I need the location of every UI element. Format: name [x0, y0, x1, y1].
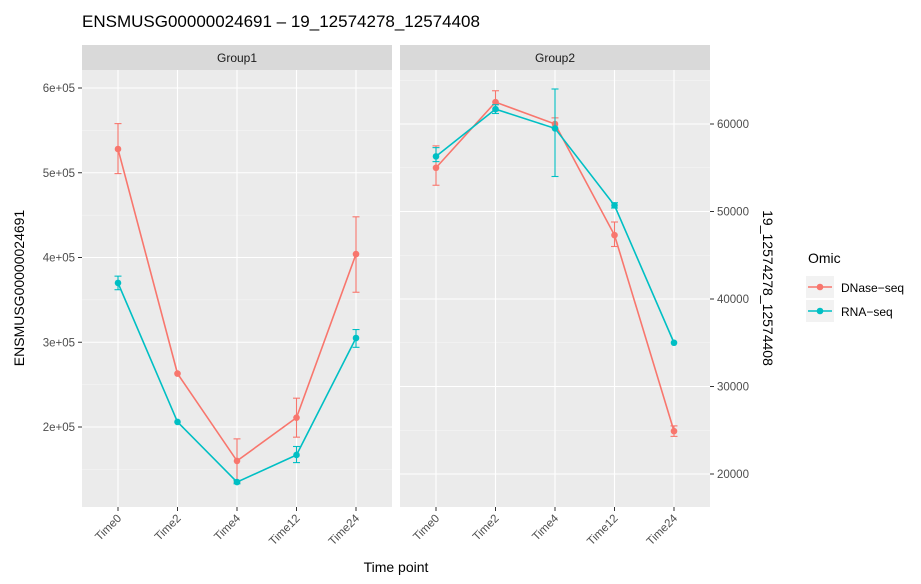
dnase-point	[114, 145, 122, 153]
rna-point	[551, 125, 559, 132]
dnase-point	[492, 98, 499, 106]
legend-label-dnase: DNase−seq	[841, 281, 904, 295]
right-y-tick-label: 20000	[717, 469, 749, 481]
left-y-axis-title: ENSMUSG00000024691	[11, 210, 27, 367]
panel-1-strip-label: Group1	[217, 51, 257, 65]
right-y-tick-label: 30000	[717, 382, 749, 394]
right-y-tick-label: 40000	[717, 294, 749, 306]
dnase-point	[174, 370, 181, 377]
panel-1-strip	[82, 45, 392, 70]
x-tick-label: Time4	[212, 512, 243, 543]
x-tick-label: Time2	[153, 513, 184, 544]
right-y-tick-label: 60000	[717, 119, 749, 131]
legend-key-dnase	[806, 276, 834, 298]
legend-key-rna-point	[816, 307, 824, 315]
panel-2-strip	[400, 45, 710, 70]
chart-title: ENSMUSG00000024691 – 19_12574278_1257440…	[82, 12, 480, 31]
right-y-tick-label: 50000	[717, 207, 749, 219]
legend-key-rna	[806, 300, 834, 322]
x-tick-label: Time24	[327, 512, 363, 548]
x-tick-label: Time0	[411, 513, 442, 544]
dnase-point	[233, 457, 241, 465]
left-y-tick-label: 3e+05	[43, 337, 75, 349]
legend-label-rna: RNA−seq	[841, 305, 893, 319]
rna-point	[233, 478, 241, 486]
legend-key-dnase-point	[816, 283, 824, 291]
dnase-point	[293, 414, 300, 421]
left-y-tick-label: 6e+05	[43, 83, 75, 95]
x-tick-label: Time12	[585, 513, 620, 548]
x-tick-label: Time2	[471, 513, 502, 544]
dnase-point	[670, 427, 678, 435]
legend: Omic DNase−seq RNA−seq	[806, 250, 904, 322]
rna-point	[611, 202, 618, 209]
left-y-tick-label: 4e+05	[43, 253, 75, 265]
x-tick-label: Time12	[267, 513, 302, 548]
left-y-tick-label: 2e+05	[43, 422, 75, 434]
right-y-axis-title: 19_12574278_12574408	[760, 210, 776, 366]
rna-point	[352, 334, 360, 342]
data-layer	[114, 88, 678, 486]
dnase-point	[432, 164, 440, 172]
rna-point	[293, 451, 300, 459]
x-tick-label: Time0	[93, 513, 124, 544]
panel-2-strip-label: Group2	[535, 51, 575, 65]
rna-errorbar	[551, 88, 559, 178]
dnase-point	[352, 250, 360, 258]
x-tick-label: Time24	[645, 512, 681, 548]
rna-point	[670, 339, 678, 347]
rna-point	[114, 279, 122, 287]
left-y-tick-label: 5e+05	[43, 168, 75, 180]
rna-point	[174, 418, 181, 426]
legend-title: Omic	[808, 250, 841, 266]
rna-point	[432, 153, 440, 160]
rna-point	[492, 105, 499, 113]
grid-layer	[82, 70, 710, 507]
dnase-point	[611, 231, 618, 239]
axis-layer: 2e+05 3e+05 4e+05 5e+05 6e+05 20000 30000 40000…	[43, 83, 749, 548]
x-tick-label: Time4	[530, 512, 561, 543]
x-axis-title: Time point	[364, 559, 429, 575]
